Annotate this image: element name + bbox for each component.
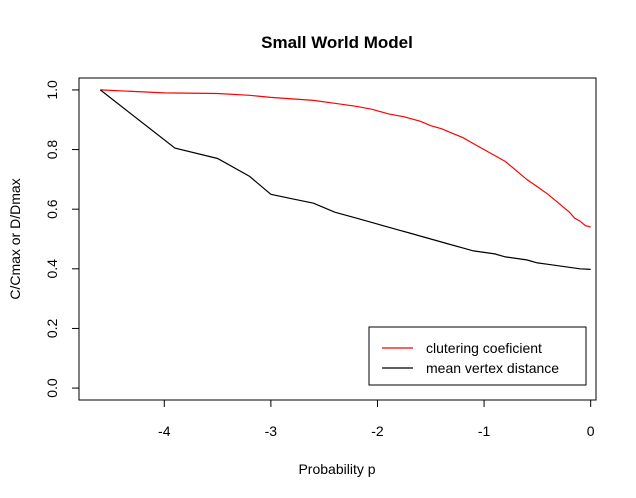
y-tick-label: 0.8 [44,140,60,160]
y-tick-label: 0.2 [44,319,60,339]
y-tick-label: 0.0 [44,378,60,398]
legend-label-1: clutering coeficient [426,340,542,356]
y-tick-label: 0.4 [44,259,60,279]
series-group [99,89,591,270]
series-line-2 [99,89,591,270]
legend-box [368,326,587,386]
x-tick-label: -2 [371,423,384,439]
x-axis: -4 -3 -2 -1 0 [158,399,595,439]
y-tick-label: 1.0 [44,80,60,100]
chart-title: Small World Model [261,33,413,52]
x-tick-label: 0 [587,423,595,439]
x-tick-label: -4 [158,423,171,439]
y-tick-label: 0.6 [44,199,60,219]
legend-label-2: mean vertex distance [426,360,559,376]
y-axis-label: C/Cmax or D/Dmax [7,178,23,299]
x-axis-label: Probability p [298,461,375,477]
y-axis: 0.0 0.2 0.4 0.6 0.8 1.0 [44,80,80,398]
legend: clutering coeficient mean vertex distance [368,326,587,386]
x-tick-label: -1 [478,423,491,439]
x-tick-label: -3 [265,423,278,439]
series-line-1 [100,89,591,228]
